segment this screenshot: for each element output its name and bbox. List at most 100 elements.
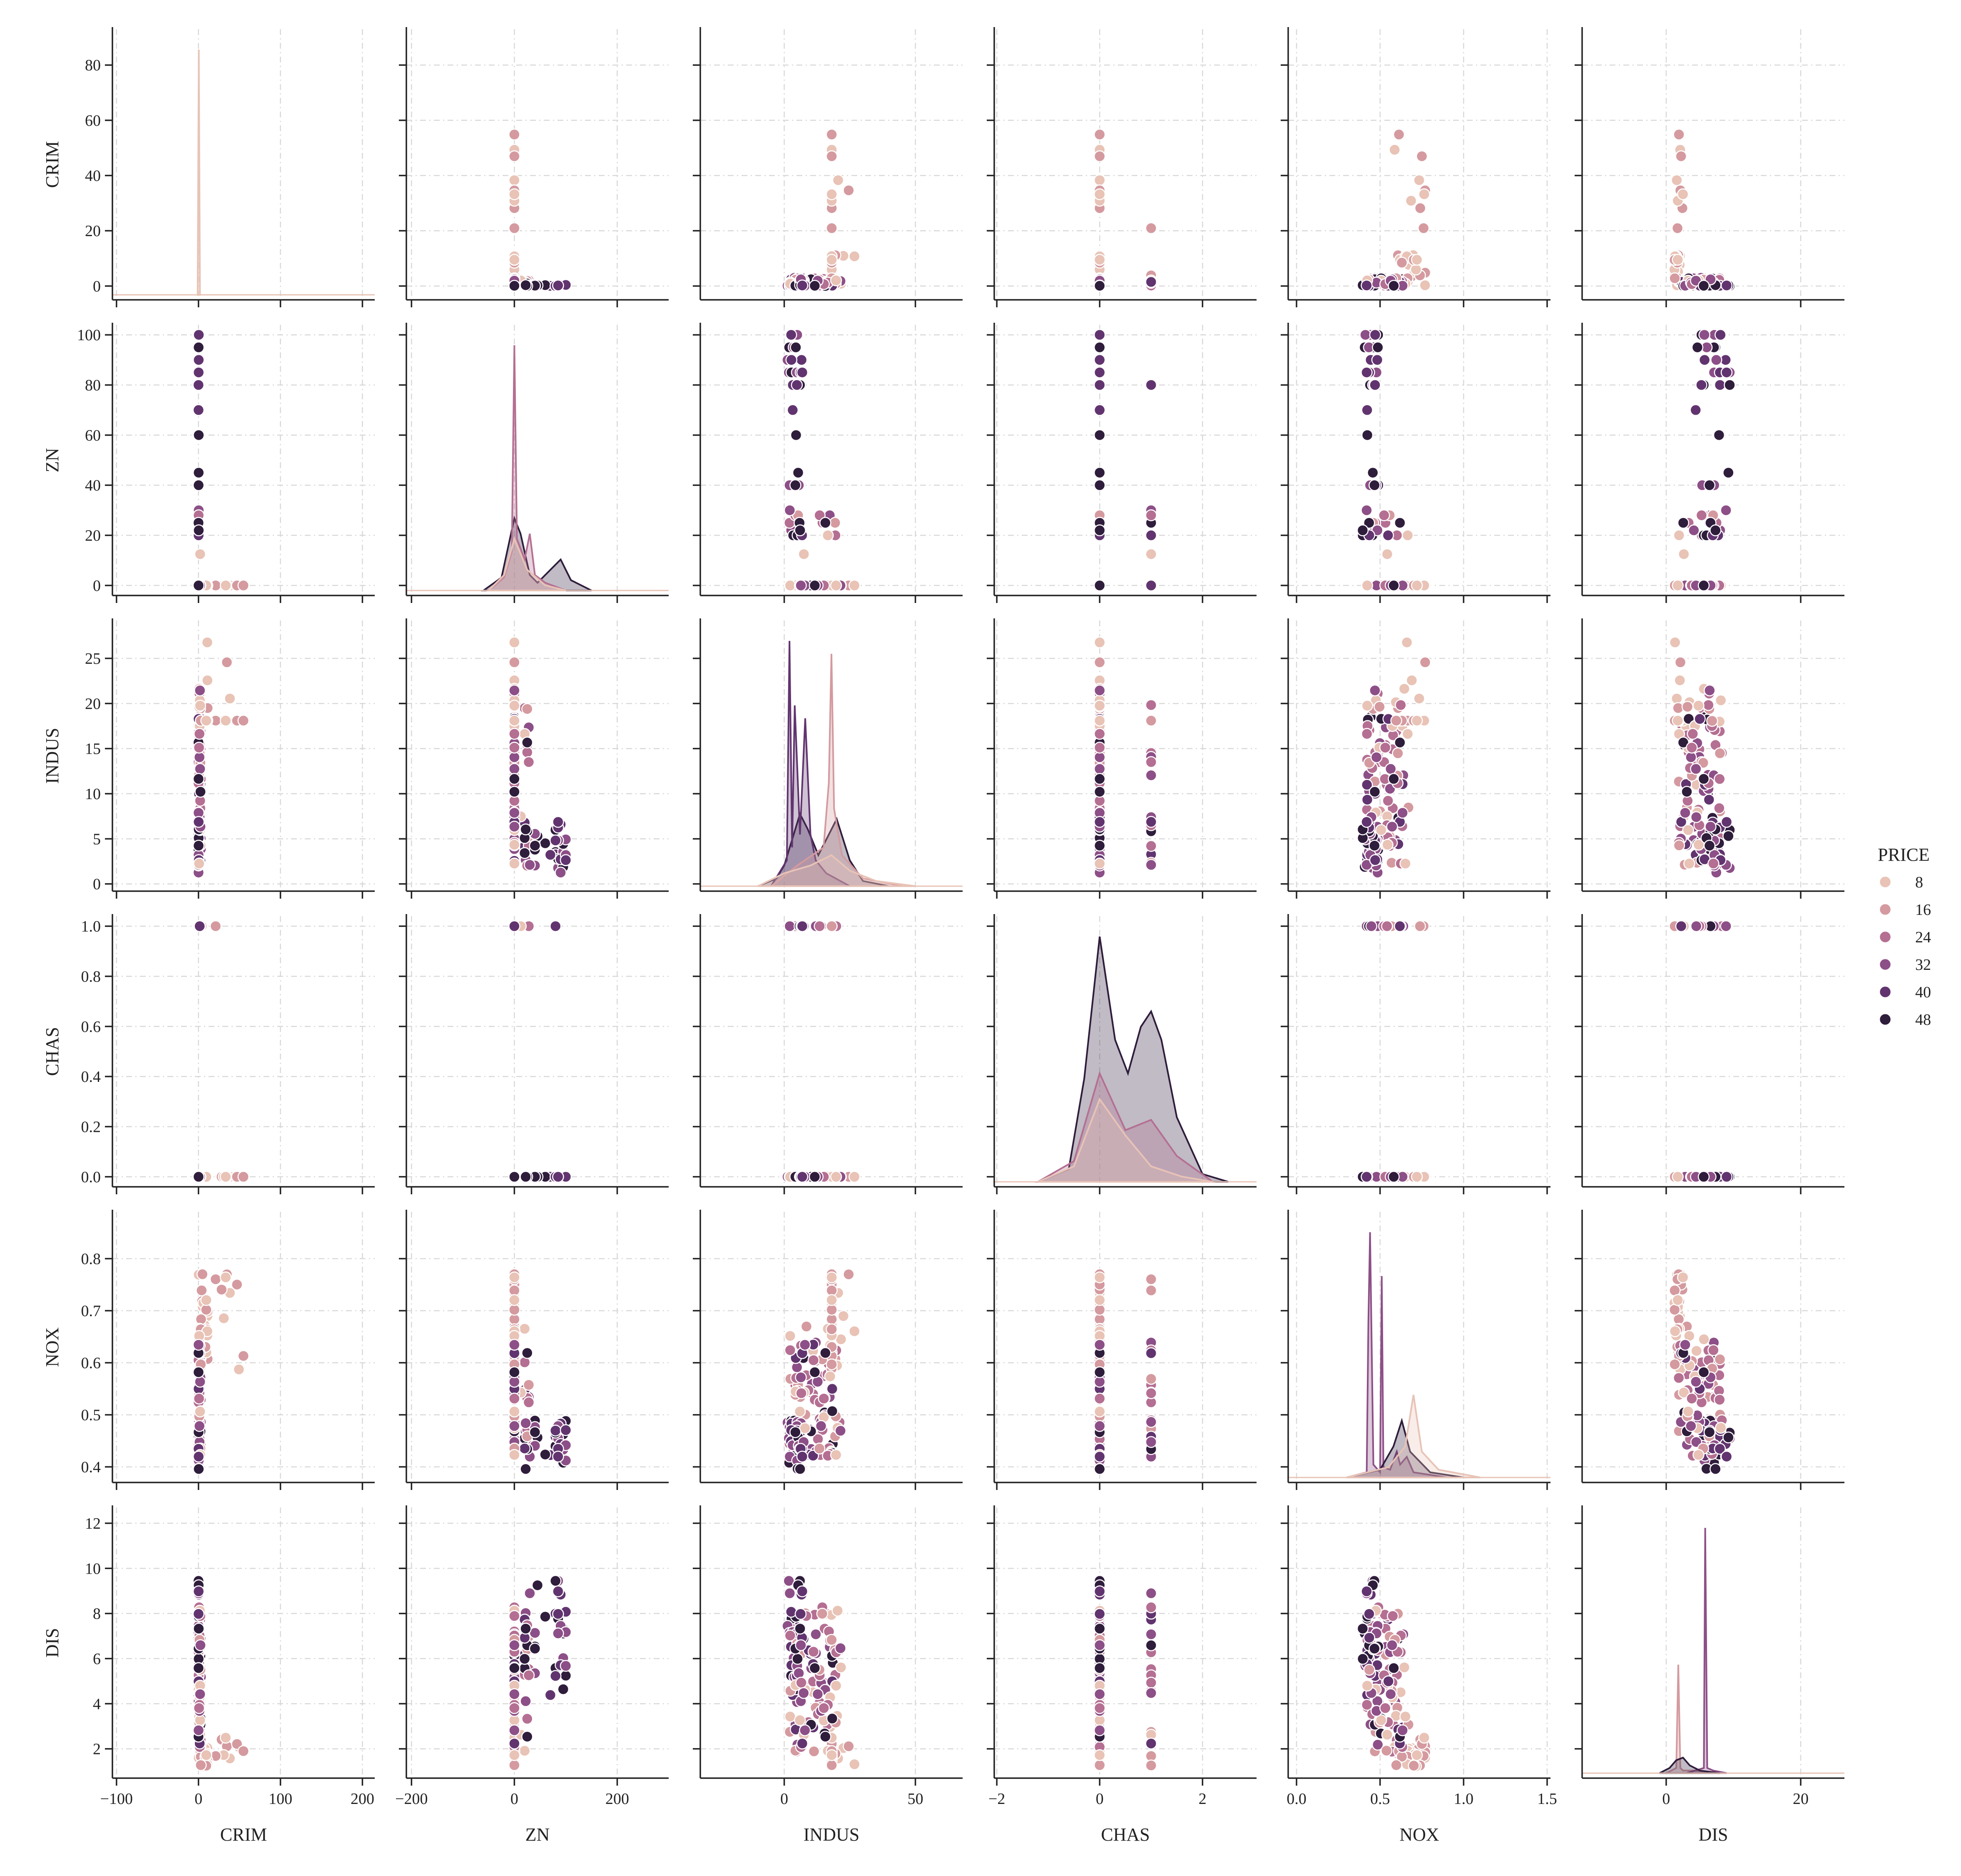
scatter-point [560,855,571,865]
scatter-point [1391,715,1402,726]
scatter-point [509,1295,520,1305]
scatter-point [814,921,825,932]
scatter-point [1704,480,1715,491]
panel-indus-vs-nox [1281,618,1550,899]
scatter-point [1094,580,1105,591]
panel-indus-vs-dis [1575,618,1844,899]
scatter-point [831,275,841,286]
scatter-point [1685,1420,1696,1431]
y-tick-label: 25 [85,650,101,668]
scatter-point [1094,763,1105,774]
scatter-point [809,280,820,291]
scatter-point [1691,921,1702,932]
scatter-point [550,1575,561,1586]
scatter-point [522,1348,533,1358]
scatter-point [523,1670,534,1681]
scatter-point [1146,840,1157,851]
scatter-point [238,1171,249,1182]
scatter-point [194,742,204,753]
scatter-point [790,480,801,491]
panel-chas-vs-dis [1575,914,1844,1194]
scatter-point [1094,525,1105,536]
scatter-point [1094,254,1105,265]
scatter-point [1094,637,1105,648]
scatter-point [820,1348,831,1358]
y-tick-label: 0.0 [81,1168,101,1186]
panel-nox-vs-zn [399,1210,669,1490]
scatter-point [1094,858,1105,869]
scatter-point [1672,715,1683,726]
scatter-point [550,921,561,932]
panel-nox-vs-nox [1281,1210,1550,1490]
scatter-point [552,1609,563,1619]
scatter-point [509,223,520,234]
scatter-point [822,530,833,541]
scatter-point [797,1171,808,1182]
scatter-point [1395,700,1406,710]
scatter-point [509,807,520,818]
scatter-point [1674,840,1685,851]
scatter-point [193,1725,204,1736]
scatter-point [509,1760,520,1771]
scatter-point [1380,742,1391,753]
scatter-point [1394,737,1405,748]
scatter-point [1414,175,1425,186]
scatter-point [1411,1171,1422,1182]
scatter-point [509,1663,520,1674]
scatter-point [1094,1451,1105,1462]
scatter-point [1094,329,1105,340]
scatter-point [1418,223,1429,234]
scatter-point [1389,1171,1399,1182]
scatter-point [1374,701,1385,712]
scatter-point [797,280,808,291]
scatter-point [1672,223,1683,234]
scatter-point [1094,773,1105,784]
scatter-point [1094,728,1105,739]
scatter-point [509,254,520,265]
scatter-point [1361,1171,1372,1182]
scatter-point [1369,786,1380,797]
scatter-point [1094,786,1105,797]
panel-zn-vs-nox [1281,323,1550,603]
scatter-point [1723,831,1734,842]
scatter-point [1708,858,1719,869]
scatter-point [1677,1272,1688,1283]
scatter-point [1146,1388,1157,1399]
y-tick-label: 0 [93,278,101,295]
scatter-point [193,1586,204,1597]
scatter-point [509,657,520,668]
scatter-point [509,1689,520,1699]
scatter-point [509,715,520,726]
scatter-point [210,921,221,932]
scatter-point [509,637,520,648]
scatter-point [1715,1423,1726,1433]
scatter-point [193,1451,204,1462]
scatter-point [1094,430,1105,441]
panel-zn-vs-zn [399,323,669,603]
scatter-point [522,1713,533,1724]
scatter-point [234,1364,244,1375]
scatter-point [1146,715,1157,726]
scatter-point [1094,817,1105,827]
scatter-point [791,342,801,353]
scatter-point [509,1339,520,1350]
scatter-point [1678,549,1689,560]
scatter-point [1394,921,1405,932]
scatter-point [831,1450,841,1460]
scatter-point [519,847,530,858]
scatter-point [193,1609,204,1619]
scatter-point [530,1643,540,1654]
y-tick-label: 80 [85,376,101,394]
scatter-point [520,1623,531,1634]
scatter-point [194,1420,205,1431]
scatter-point [1094,405,1105,416]
y-tick-label: 0.2 [81,1119,101,1136]
scatter-point [785,1345,796,1355]
scatter-point [1094,342,1105,353]
scatter-point [195,1689,206,1699]
scatter-point [1094,1272,1105,1283]
scatter-point [509,1738,520,1749]
y-tick-label: 0 [93,577,101,595]
scatter-point [509,1367,520,1378]
